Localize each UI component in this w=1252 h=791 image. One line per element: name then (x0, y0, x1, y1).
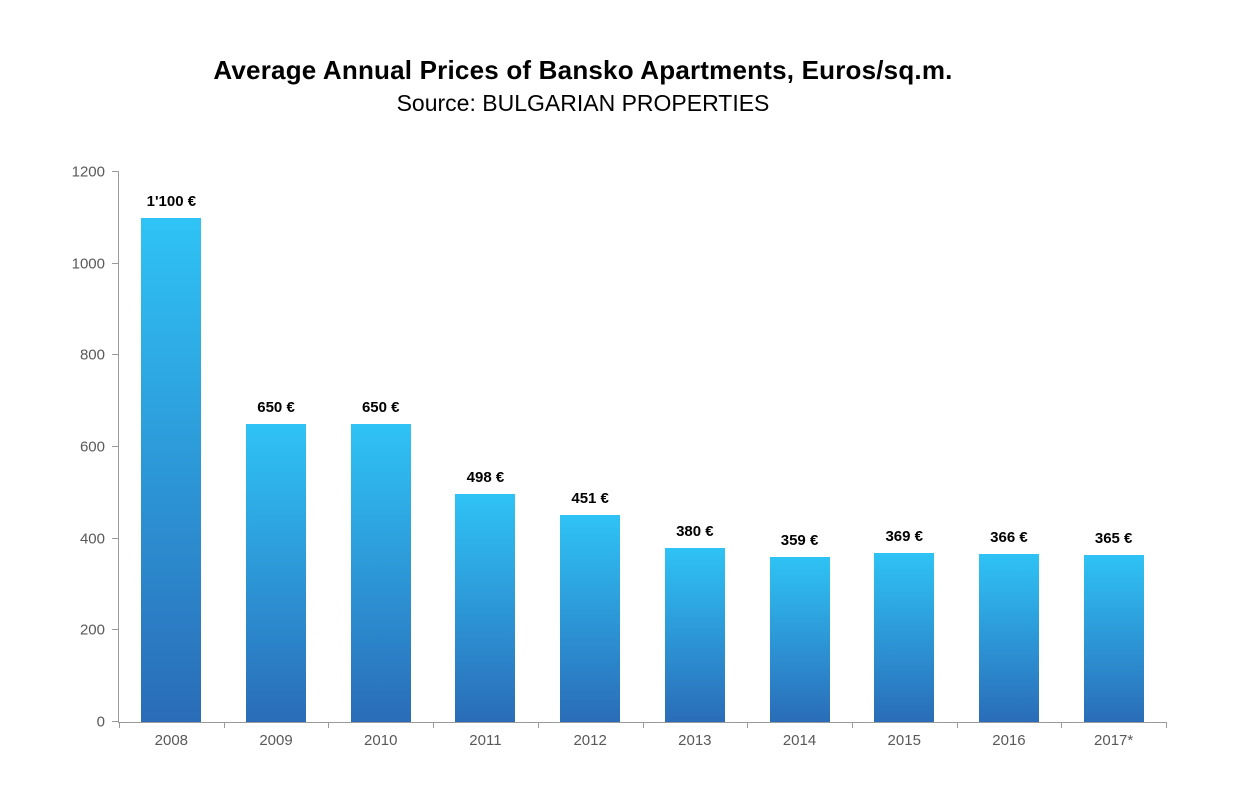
x-tick-mark (433, 722, 435, 728)
y-tick-label: 600 (79, 438, 105, 456)
bar-value-label: 366 € (990, 529, 1028, 547)
bar-column: 365 € (1061, 172, 1166, 722)
bar (141, 217, 202, 722)
x-category-label: 2011 (469, 732, 502, 749)
x-category-label: 2013 (678, 732, 712, 749)
y-tick-label: 1200 (71, 163, 105, 181)
x-tick-mark (223, 722, 225, 728)
bar (664, 547, 725, 722)
bar (978, 554, 1039, 722)
bar (1083, 554, 1144, 722)
x-category-label: 2010 (364, 732, 398, 749)
bar (350, 424, 411, 722)
bar-value-label: 498 € (466, 468, 505, 486)
x-category-label: 2014 (782, 732, 817, 749)
y-tick-mark (112, 721, 119, 722)
y-tick-label: 1000 (71, 255, 105, 273)
bar-column: 380 € (643, 172, 748, 722)
x-category-label: 2017* (1094, 732, 1134, 749)
plot-area: 0 200 400 600 800 1000 1200 1'100 € 2008 650 € 200… (72, 165, 1167, 749)
bar-column: 359 € (747, 172, 852, 722)
bar-value-label: 380 € (676, 522, 714, 540)
x-category-label: 2009 (259, 732, 293, 749)
y-tick-label: 800 (79, 346, 105, 364)
x-tick-mark (328, 722, 330, 728)
bar (874, 552, 935, 722)
bar (560, 515, 621, 722)
bar-value-label: 369 € (885, 527, 923, 545)
x-tick-mark (956, 722, 958, 728)
y-tick-mark (112, 537, 119, 539)
y-tick-label: 400 (79, 530, 105, 548)
bar-column: 366 € (957, 172, 1062, 722)
x-category-label: 2015 (887, 732, 921, 749)
x-tick-mark (119, 722, 120, 728)
x-category-label: 2012 (573, 732, 607, 749)
x-tick-mark (537, 722, 539, 728)
x-category-label: 2016 (992, 732, 1026, 749)
x-tick-mark (851, 722, 853, 728)
bar (455, 493, 516, 722)
bar-column: 451 € (538, 172, 643, 722)
x-tick-mark (642, 722, 644, 728)
y-tick-mark (112, 446, 119, 447)
chart-subtitle: Source: BULGARIAN PROPERTIES (396, 90, 770, 116)
bar-value-label: 451 € (571, 490, 609, 508)
bar-column: 369 € (852, 172, 957, 722)
bar-value-label: 365 € (1094, 529, 1133, 547)
bar-value-label: 650 € (361, 399, 400, 417)
bar (769, 557, 830, 722)
x-tick-mark (1166, 722, 1167, 728)
chart-title: Average Annual Prices of Bansko Apartmen… (213, 55, 953, 85)
bar-value-label: 359 € (780, 532, 819, 550)
bar (246, 424, 307, 722)
bar-column: 1'100 € (119, 172, 224, 722)
x-tick-mark (1061, 722, 1063, 728)
bar-column: 650 € (224, 172, 329, 722)
bar-value-label: 1'100 € (146, 192, 197, 210)
x-category-label: 2008 (154, 732, 189, 749)
x-tick-mark (747, 722, 749, 728)
y-tick-mark (112, 354, 119, 356)
y-tick-mark (112, 171, 119, 172)
y-tick-label: 0 (96, 713, 105, 731)
y-tick-mark (112, 629, 119, 631)
y-tick-mark (112, 262, 119, 264)
bar-column: 650 € (328, 172, 433, 722)
y-tick-label: 200 (79, 621, 105, 639)
bar-column: 498 € (433, 172, 538, 722)
bar-value-label: 650 € (257, 399, 295, 417)
